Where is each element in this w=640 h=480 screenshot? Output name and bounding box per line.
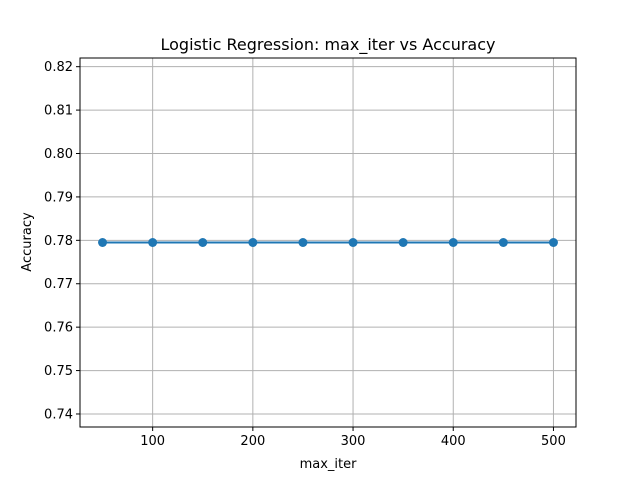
- x-tick-label: 300: [341, 434, 366, 449]
- data-point-marker: [148, 238, 158, 247]
- x-tick-label: 400: [441, 434, 466, 449]
- x-tick-label: 100: [140, 434, 165, 449]
- data-point-marker: [298, 238, 308, 247]
- plot-area-frame: [79, 57, 577, 428]
- y-axis-title: Accuracy: [20, 212, 35, 272]
- y-tick-label: 0.79: [44, 190, 73, 205]
- x-tick-label: 500: [541, 434, 566, 449]
- y-axis-ticks: 0.74 0.75 0.76 0.77 0.78 0.79 0.80 0.81 0.82: [44, 60, 80, 422]
- y-tick-label: 0.82: [44, 60, 73, 75]
- chart-title: Logistic Regression: max_iter vs Accurac…: [161, 35, 496, 55]
- data-point-marker: [548, 238, 558, 247]
- data-point-marker: [248, 238, 258, 247]
- x-axis-ticks: 100 200 300 400 500: [140, 427, 566, 449]
- y-tick-label: 0.81: [44, 104, 73, 119]
- data-point-marker: [98, 238, 108, 247]
- series-layer: [98, 238, 558, 247]
- y-tick-label: 0.80: [44, 147, 73, 162]
- y-tick-label: 0.78: [44, 234, 73, 249]
- y-tick-label: 0.74: [44, 407, 73, 422]
- data-point-marker: [398, 238, 408, 247]
- y-tick-label: 0.76: [44, 321, 73, 336]
- y-tick-label: 0.77: [44, 277, 73, 292]
- x-axis-title: max_iter: [300, 457, 358, 472]
- data-point-marker: [498, 238, 508, 247]
- y-tick-label: 0.75: [44, 364, 73, 379]
- data-point-marker: [348, 238, 358, 247]
- data-point-marker: [198, 238, 208, 247]
- x-tick-label: 200: [240, 434, 265, 449]
- data-point-marker: [448, 238, 458, 247]
